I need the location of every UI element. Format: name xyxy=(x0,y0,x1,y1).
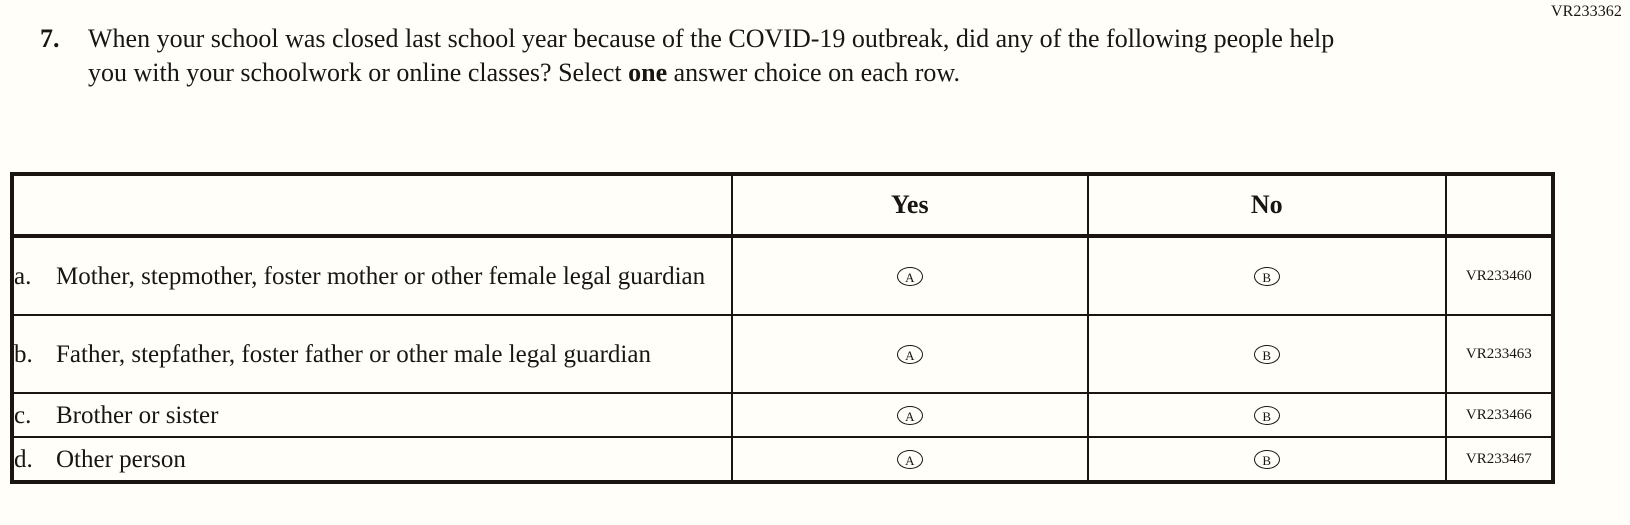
header-stem-blank xyxy=(11,173,733,238)
answer-cell-a-yes[interactable]: A xyxy=(730,235,1089,316)
row-letter-d: d. xyxy=(14,445,33,473)
question-text-part-2: answer choice on each row. xyxy=(667,58,960,87)
row-stem-d: d. Other person xyxy=(11,436,733,483)
header-code-blank xyxy=(1444,173,1555,238)
bubble-d-no[interactable]: B xyxy=(1253,449,1280,469)
row-letter-c: c. xyxy=(14,401,32,429)
answer-cell-c-no[interactable]: B xyxy=(1086,392,1447,438)
bubble-c-yes[interactable]: A xyxy=(896,405,923,425)
answer-cell-b-yes[interactable]: A xyxy=(730,314,1089,394)
row-code-d: VR233467 xyxy=(1444,436,1555,483)
row-label-d: Other person xyxy=(56,445,186,473)
bubble-a-no[interactable]: B xyxy=(1253,266,1280,286)
bubble-b-no[interactable]: B xyxy=(1253,344,1280,364)
question-text-part-1: When your school was closed last school … xyxy=(88,24,1335,87)
row-stem-c: c. Brother or sister xyxy=(11,392,733,438)
table-row: d. Other person A B VR233467 xyxy=(11,436,1555,483)
table-row: c. Brother or sister A B VR233466 xyxy=(11,392,1555,438)
answer-cell-d-yes[interactable]: A xyxy=(730,436,1089,483)
answer-matrix-table: Yes No a. Mother, stepmother, foster mot… xyxy=(10,172,1555,484)
row-code-b: VR233463 xyxy=(1444,314,1555,394)
header-yes: Yes xyxy=(730,173,1089,238)
answer-cell-a-no[interactable]: B xyxy=(1086,235,1447,316)
bubble-a-yes[interactable]: A xyxy=(896,266,923,286)
row-label-b: Father, stepfather, foster father or oth… xyxy=(56,340,651,368)
row-code-c: VR233466 xyxy=(1444,392,1555,438)
bubble-b-yes[interactable]: A xyxy=(896,344,923,364)
answer-cell-b-no[interactable]: B xyxy=(1086,314,1447,394)
form-item-code: VR233362 xyxy=(1550,3,1622,20)
row-label-c: Brother or sister xyxy=(56,401,219,429)
question-block: 7. When your school was closed last scho… xyxy=(40,22,1420,90)
table-header-row: Yes No xyxy=(11,173,1555,238)
table-row: a. Mother, stepmother, foster mother or … xyxy=(11,235,1555,316)
header-no: No xyxy=(1086,173,1447,238)
table-row: b. Father, stepfather, foster father or … xyxy=(11,314,1555,394)
row-code-a: VR233460 xyxy=(1444,235,1555,316)
row-stem-b: b. Father, stepfather, foster father or … xyxy=(11,314,733,394)
row-letter-a: a. xyxy=(14,262,32,290)
row-letter-b: b. xyxy=(14,340,33,368)
question-emphasis-one: one xyxy=(628,58,668,87)
table-body: a. Mother, stepmother, foster mother or … xyxy=(11,235,1555,483)
answer-cell-c-yes[interactable]: A xyxy=(730,392,1089,438)
answer-cell-d-no[interactable]: B xyxy=(1086,436,1447,483)
question-text: When your school was closed last school … xyxy=(88,22,1358,90)
bubble-c-no[interactable]: B xyxy=(1253,405,1280,425)
row-label-a: Mother, stepmother, foster mother or oth… xyxy=(56,262,706,290)
row-stem-a: a. Mother, stepmother, foster mother or … xyxy=(11,235,733,316)
bubble-d-yes[interactable]: A xyxy=(896,449,923,469)
question-number: 7. xyxy=(40,24,60,53)
